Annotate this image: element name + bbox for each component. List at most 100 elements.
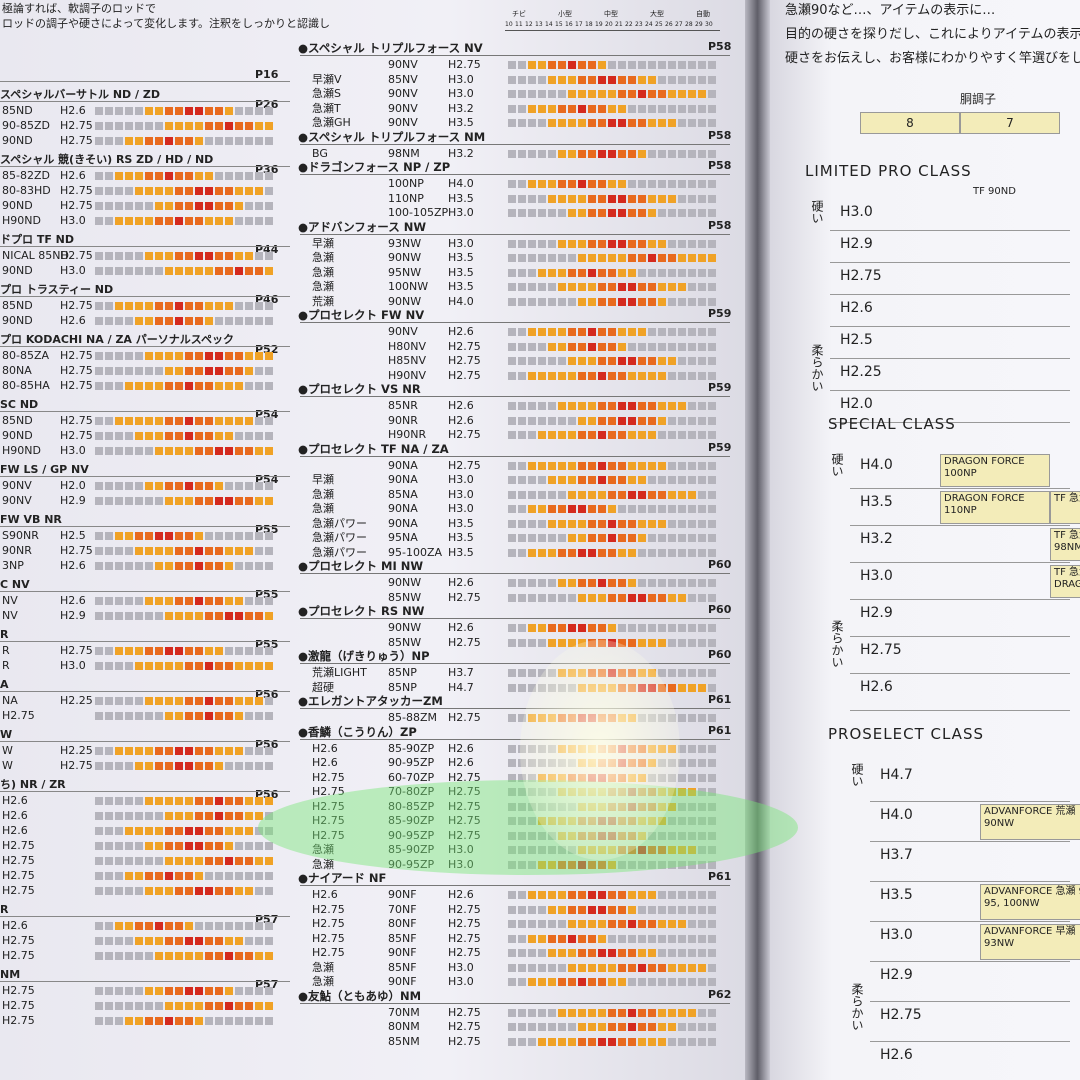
square: [708, 759, 716, 767]
square: [115, 747, 123, 755]
row-text: H3.5: [448, 191, 474, 205]
row-rule: [850, 488, 1070, 489]
page-ref: P58: [708, 218, 732, 232]
square: [708, 328, 716, 336]
row-text: H4.0: [448, 294, 474, 308]
square: [658, 342, 666, 351]
square: [185, 712, 193, 720]
square: [165, 267, 173, 275]
square: [548, 949, 556, 957]
square: [528, 920, 536, 928]
page-ref: P61: [708, 723, 732, 737]
hard-label: 硬い: [830, 453, 844, 477]
square: [508, 934, 516, 943]
hardness: H2.9: [880, 967, 913, 983]
square: [225, 352, 233, 360]
square: [558, 624, 566, 632]
square: [225, 217, 233, 225]
square: [215, 762, 223, 770]
square: [255, 762, 263, 770]
square: [638, 61, 646, 69]
square: [658, 149, 666, 158]
square: [548, 593, 556, 602]
square: [508, 788, 516, 796]
square: [255, 712, 263, 720]
square: [678, 357, 686, 365]
section-title: ●プロセレクト VS NR: [298, 382, 421, 396]
square: [145, 447, 153, 455]
square: [628, 1008, 636, 1017]
square: [568, 342, 576, 351]
square: [518, 905, 526, 914]
square: [135, 382, 143, 390]
square: [235, 252, 243, 260]
square: [165, 302, 173, 310]
square: [558, 476, 566, 484]
square: [558, 934, 566, 943]
square: [205, 857, 213, 865]
square: [558, 949, 566, 957]
square: [215, 532, 223, 540]
square: [688, 505, 696, 513]
square: [608, 90, 616, 98]
square: [518, 402, 526, 410]
square: [578, 431, 586, 439]
square: [678, 934, 686, 943]
square: [598, 934, 606, 943]
section-rule: [300, 573, 730, 574]
square: [125, 532, 133, 540]
square: [698, 239, 706, 248]
square: [508, 194, 516, 203]
square: [628, 461, 636, 470]
square: [618, 519, 626, 528]
square: [205, 697, 213, 705]
square: [165, 827, 173, 835]
square: [115, 317, 123, 325]
intro-text: 極論すれば、軟調子のロッドで: [2, 2, 156, 15]
square: [105, 122, 113, 130]
square: [255, 432, 263, 440]
square: [235, 352, 243, 360]
square: [668, 402, 676, 410]
section-title: ●アドバンフォース NW: [298, 219, 427, 234]
square: [225, 812, 233, 820]
square: [195, 762, 203, 770]
square: [518, 297, 526, 306]
square: [648, 920, 656, 928]
square: [125, 252, 133, 260]
square: [618, 593, 626, 602]
square: [688, 759, 696, 767]
square: [265, 352, 273, 360]
square: [698, 283, 706, 291]
square: [175, 367, 183, 375]
row-text: H2.6: [312, 741, 338, 755]
square: [508, 744, 516, 753]
square: [678, 1008, 686, 1017]
square: [125, 352, 133, 360]
square: [648, 431, 656, 439]
square: [225, 597, 233, 605]
square: [225, 952, 233, 960]
square: [638, 371, 646, 380]
square: [165, 1002, 173, 1010]
square: [708, 788, 716, 796]
square: [225, 447, 233, 455]
square: [638, 846, 646, 854]
square: [175, 647, 183, 655]
square: [618, 490, 626, 499]
square: [215, 122, 223, 130]
square: [528, 1037, 536, 1046]
row-text: H2.75: [60, 759, 93, 772]
square: [95, 122, 103, 130]
square: [618, 624, 626, 632]
square: [115, 202, 123, 210]
square: [538, 402, 546, 410]
square: [508, 519, 516, 528]
square: [698, 817, 706, 825]
square: [598, 476, 606, 484]
square: [205, 417, 213, 425]
square: [598, 891, 606, 899]
square: [698, 149, 706, 158]
square: [648, 194, 656, 203]
square: [608, 1008, 616, 1017]
